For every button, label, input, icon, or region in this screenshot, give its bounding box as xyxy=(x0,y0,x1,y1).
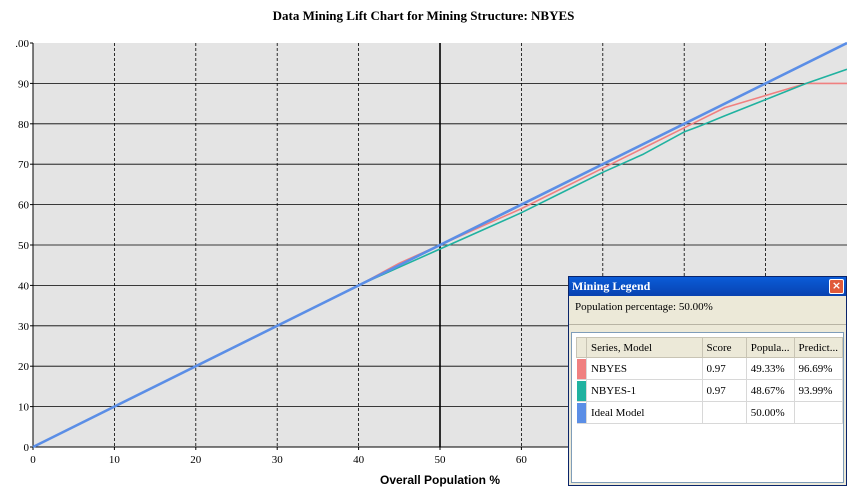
y-tick-label: 50 xyxy=(18,240,30,252)
column-header-series[interactable]: Series, Model xyxy=(585,337,703,358)
x-tick-label: 20 xyxy=(190,454,202,466)
series-lines xyxy=(32,41,847,449)
x-axis-label: Overall Population % xyxy=(379,473,501,487)
y-tick-label: 10 xyxy=(18,402,30,414)
tick-labels: 0 10 20 30 40 50 60 70 80 90 .00 0 10 20 30 40 50 60 xyxy=(15,38,527,466)
legend-score: 0.97 xyxy=(702,379,747,402)
legend-series-name: NBYES xyxy=(586,357,703,380)
population-percentage: Population percentage: 50.00% xyxy=(569,296,846,325)
series-color-swatch xyxy=(576,358,586,379)
legend-series-name: NBYES-1 xyxy=(586,379,703,402)
legend-row[interactable]: Ideal Model 50.00% xyxy=(576,401,844,424)
series-color-swatch xyxy=(576,402,586,423)
legend-predict: 96.69% xyxy=(794,357,844,380)
y-tick-label: 20 xyxy=(18,361,30,373)
y-tick-label: 30 xyxy=(18,321,30,333)
legend-population: 49.33% xyxy=(746,357,795,380)
column-header-population[interactable]: Popula... xyxy=(745,337,795,358)
chart-title: Data Mining Lift Chart for Mining Struct… xyxy=(272,8,575,23)
y-tick-label: 0 xyxy=(24,442,30,454)
x-tick-label: 50 xyxy=(435,454,447,466)
swatch-header xyxy=(576,337,587,358)
y-tick-label: 70 xyxy=(18,159,30,171)
x-tick-label: 40 xyxy=(353,454,365,466)
x-tick-label: 0 xyxy=(30,454,36,466)
y-tick-label: .00 xyxy=(15,38,29,50)
x-tick-label: 60 xyxy=(516,454,528,466)
grid-lines xyxy=(33,43,847,447)
series-line-ideal-model xyxy=(32,41,847,449)
legend-header-row: Series, Model Score Popula... Predict... xyxy=(576,337,844,358)
column-header-score[interactable]: Score xyxy=(701,337,747,358)
series-color-swatch xyxy=(576,380,586,401)
legend-list[interactable]: Series, Model Score Popula... Predict...… xyxy=(571,332,844,483)
legend-score xyxy=(702,401,747,424)
legend-table: Series, Model Score Popula... Predict...… xyxy=(576,337,844,424)
legend-score: 0.97 xyxy=(702,357,747,380)
y-tick-label: 60 xyxy=(18,200,30,212)
legend-predict xyxy=(794,401,844,424)
x-tick-label: 10 xyxy=(109,454,121,466)
y-tick-label: 80 xyxy=(18,119,30,131)
legend-series-name: Ideal Model xyxy=(586,401,703,424)
legend-title: Mining Legend xyxy=(572,279,651,293)
legend-row[interactable]: NBYES 0.97 49.33% 96.69% xyxy=(576,357,844,380)
mining-legend-window[interactable]: Mining Legend × Population percentage: 5… xyxy=(568,276,847,486)
column-header-predict[interactable]: Predict... xyxy=(793,337,844,358)
y-tick-label: 90 xyxy=(18,78,30,90)
x-tick-label: 30 xyxy=(272,454,284,466)
close-icon[interactable]: × xyxy=(829,279,844,294)
legend-population: 50.00% xyxy=(746,401,795,424)
legend-population: 48.67% xyxy=(746,379,795,402)
legend-titlebar[interactable]: Mining Legend × xyxy=(569,277,846,296)
legend-predict: 93.99% xyxy=(794,379,844,402)
legend-row[interactable]: NBYES-1 0.97 48.67% 93.99% xyxy=(576,379,844,402)
y-tick-label: 40 xyxy=(18,280,30,292)
